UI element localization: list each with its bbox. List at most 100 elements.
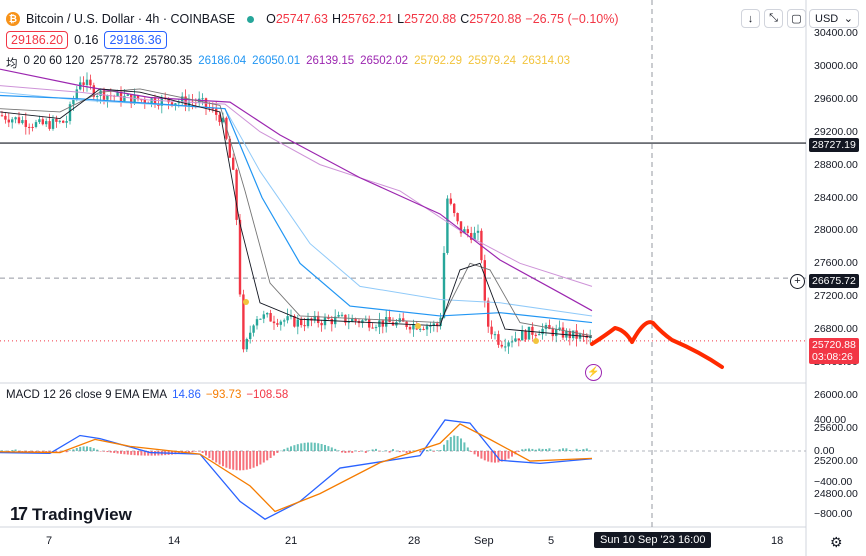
macd-histogram-bar <box>92 448 95 451</box>
macd-histogram-bar <box>334 448 337 451</box>
macd-axis-label: −800.00 <box>814 508 853 520</box>
candle-body <box>283 320 286 322</box>
candle-body <box>330 318 333 325</box>
price-axis-label: 28400.00 <box>814 191 858 204</box>
macd-histogram-bar <box>242 451 245 471</box>
macd-histogram-bar <box>313 442 316 451</box>
macd-histogram-bar <box>439 450 442 451</box>
macd-histogram-bar <box>286 447 289 451</box>
macd-histogram-bar <box>582 449 585 451</box>
candle-body <box>286 316 289 321</box>
candle-body <box>289 315 293 317</box>
gear-icon[interactable]: ⚙ <box>830 534 843 550</box>
arrow-down-icon[interactable]: ↓ <box>741 9 760 28</box>
macd-value: 14.86 <box>172 389 201 401</box>
time-axis-label: 28 <box>408 535 421 547</box>
candle-body <box>4 115 7 120</box>
macd-histogram-bar <box>174 451 177 455</box>
ma-legend[interactable]: 均 0 20 60 120 25778.72 25780.35 26186.04 26… <box>6 55 576 71</box>
signal-line <box>0 423 593 513</box>
candle-body <box>62 120 65 123</box>
signal-marker <box>243 299 249 305</box>
macd-histogram-bar <box>548 448 551 451</box>
candle-body <box>31 126 34 128</box>
macd-histogram-bar <box>504 451 507 461</box>
price-axis-label: 29600.00 <box>814 92 858 105</box>
currency-select[interactable]: USD ⌄ <box>809 9 859 28</box>
ma-value: 26502.02 <box>360 55 409 67</box>
macd-histogram-bar <box>300 443 303 451</box>
macd-histogram-bar <box>310 442 313 451</box>
price-axis-label: 29200.00 <box>814 125 858 138</box>
candle-body <box>41 119 44 125</box>
macd-histogram-bar <box>589 450 592 451</box>
currency-value: USD <box>815 12 839 25</box>
open-value: 25747.63 <box>275 12 328 26</box>
candle-body <box>153 98 157 105</box>
macd-histogram-bar <box>585 448 588 451</box>
histogram-value: −108.58 <box>246 389 289 401</box>
chevron-down-icon: ⌄ <box>843 13 853 25</box>
candle-body <box>449 198 452 204</box>
macd-histogram-bar <box>273 451 275 456</box>
add-plus-icon[interactable]: + <box>790 274 805 289</box>
symbol-header[interactable]: ₿ Bitcoin / U.S. Dollar · 4h · COINBASE … <box>6 10 619 28</box>
macd-histogram-bar <box>79 446 82 451</box>
macd-histogram-bar <box>446 440 449 451</box>
last-price: 25720.88 <box>812 339 856 351</box>
tradingview-logo[interactable]: 17 TradingView <box>10 504 132 525</box>
candle-body <box>72 99 75 105</box>
hline-price-tag[interactable]: 28727.19 <box>809 138 859 152</box>
macd-histogram-bar <box>534 449 537 451</box>
tv-logo-icon: 17 <box>10 504 28 524</box>
macd-histogram-bar <box>86 446 88 451</box>
macd-histogram-bar <box>126 451 129 455</box>
macd-line <box>0 419 593 520</box>
macd-legend[interactable]: MACD 12 26 close 9 EMA EMA 14.86 −93.73 … <box>6 389 293 401</box>
symbol-title[interactable]: Bitcoin / U.S. Dollar · 4h · COINBASE <box>26 12 236 26</box>
macd-histogram-bar <box>565 448 568 451</box>
macd-histogram-bar <box>426 450 428 451</box>
candle-body <box>140 99 143 101</box>
low-label: L <box>397 12 405 26</box>
macd-histogram-bar <box>354 450 357 452</box>
expand-icon[interactable]: ⤡ <box>764 9 783 28</box>
macd-histogram-bar <box>490 451 493 463</box>
candle-body <box>249 332 252 340</box>
macd-histogram-bar <box>545 448 547 451</box>
macd-histogram-bar <box>402 451 405 452</box>
macd-histogram-bar <box>123 451 126 455</box>
candle-body <box>167 97 170 103</box>
macd-histogram-bar <box>500 451 503 462</box>
macd-histogram-bar <box>201 451 204 453</box>
macd-histogram-bar <box>269 451 272 458</box>
sell-button[interactable]: 29186.20 <box>6 31 69 49</box>
candle-body <box>11 119 14 123</box>
candle-body <box>493 334 497 336</box>
macd-histogram-bar <box>432 451 435 452</box>
candle-body <box>89 79 92 86</box>
macd-axis-label: 400.00 <box>814 414 847 426</box>
fullscreen-icon[interactable]: ▢ <box>787 9 806 28</box>
macd-histogram-bar <box>35 451 37 452</box>
macd-histogram-bar <box>470 451 473 452</box>
candle-body <box>276 323 279 325</box>
lightning-icon[interactable]: ⚡ <box>585 364 602 381</box>
macd-histogram-bar <box>232 451 235 470</box>
candle-body <box>58 120 61 122</box>
macd-histogram-bar <box>351 451 354 453</box>
macd-histogram-bar <box>517 451 520 452</box>
candle-body <box>388 317 391 323</box>
buy-button[interactable]: 29186.36 <box>104 31 167 49</box>
macd-histogram-bar <box>429 449 432 451</box>
candle-body <box>490 326 493 335</box>
candle-body <box>28 126 31 128</box>
candle-body <box>211 108 214 110</box>
candle-body <box>582 334 585 336</box>
low-value: 25720.88 <box>404 12 457 26</box>
logo-text: TradingView <box>32 504 132 524</box>
macd-histogram-bar <box>31 451 34 453</box>
candle-body <box>534 334 537 336</box>
candle-body <box>150 98 153 104</box>
